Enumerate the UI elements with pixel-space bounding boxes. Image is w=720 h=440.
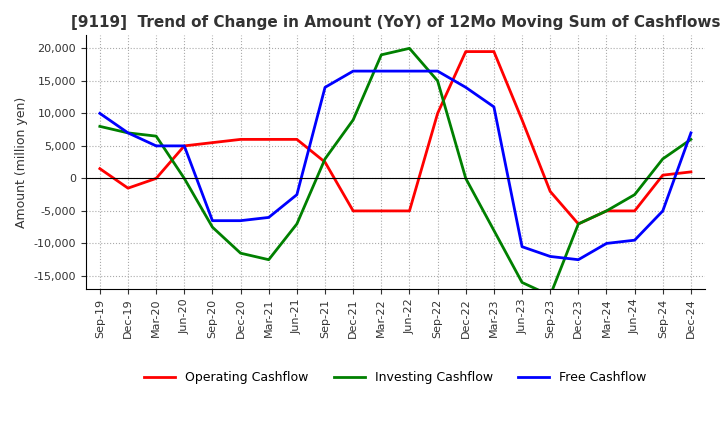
Investing Cashflow <box>462 176 470 181</box>
Free Cashflow <box>546 254 554 259</box>
Operating Cashflow <box>152 176 161 181</box>
Investing Cashflow <box>518 280 526 285</box>
Investing Cashflow <box>574 221 582 227</box>
Free Cashflow <box>659 208 667 213</box>
Free Cashflow <box>180 143 189 149</box>
Investing Cashflow <box>687 137 696 142</box>
Operating Cashflow <box>124 186 132 191</box>
Free Cashflow <box>630 238 639 243</box>
Investing Cashflow <box>236 250 245 256</box>
Free Cashflow <box>687 130 696 136</box>
Free Cashflow <box>236 218 245 224</box>
Operating Cashflow <box>462 49 470 54</box>
Free Cashflow <box>377 69 386 74</box>
Free Cashflow <box>405 69 414 74</box>
Operating Cashflow <box>208 140 217 145</box>
Operating Cashflow <box>320 160 329 165</box>
Free Cashflow <box>208 218 217 224</box>
Investing Cashflow <box>659 156 667 161</box>
Operating Cashflow <box>546 189 554 194</box>
Free Cashflow <box>490 104 498 110</box>
Operating Cashflow <box>349 208 358 213</box>
Investing Cashflow <box>490 228 498 233</box>
Operating Cashflow <box>236 137 245 142</box>
Free Cashflow <box>602 241 611 246</box>
Line: Free Cashflow: Free Cashflow <box>100 71 691 260</box>
Investing Cashflow <box>96 124 104 129</box>
Line: Operating Cashflow: Operating Cashflow <box>100 51 691 224</box>
Free Cashflow <box>320 85 329 90</box>
Investing Cashflow <box>602 208 611 213</box>
Investing Cashflow <box>546 293 554 298</box>
Investing Cashflow <box>433 78 442 84</box>
Operating Cashflow <box>630 208 639 213</box>
Operating Cashflow <box>405 208 414 213</box>
Free Cashflow <box>264 215 273 220</box>
Title: [9119]  Trend of Change in Amount (YoY) of 12Mo Moving Sum of Cashflows: [9119] Trend of Change in Amount (YoY) o… <box>71 15 720 30</box>
Investing Cashflow <box>320 156 329 161</box>
Free Cashflow <box>518 244 526 249</box>
Free Cashflow <box>96 111 104 116</box>
Free Cashflow <box>574 257 582 262</box>
Operating Cashflow <box>377 208 386 213</box>
Investing Cashflow <box>349 117 358 122</box>
Free Cashflow <box>462 85 470 90</box>
Investing Cashflow <box>377 52 386 58</box>
Investing Cashflow <box>292 221 301 227</box>
Free Cashflow <box>433 69 442 74</box>
Operating Cashflow <box>96 166 104 171</box>
Free Cashflow <box>349 69 358 74</box>
Operating Cashflow <box>490 49 498 54</box>
Investing Cashflow <box>152 133 161 139</box>
Operating Cashflow <box>687 169 696 175</box>
Operating Cashflow <box>433 111 442 116</box>
Operating Cashflow <box>518 117 526 122</box>
Operating Cashflow <box>264 137 273 142</box>
Free Cashflow <box>124 130 132 136</box>
Investing Cashflow <box>180 176 189 181</box>
Operating Cashflow <box>602 208 611 213</box>
Free Cashflow <box>152 143 161 149</box>
Operating Cashflow <box>574 221 582 227</box>
Operating Cashflow <box>180 143 189 149</box>
Investing Cashflow <box>405 46 414 51</box>
Line: Investing Cashflow: Investing Cashflow <box>100 48 691 295</box>
Y-axis label: Amount (million yen): Amount (million yen) <box>15 96 28 228</box>
Investing Cashflow <box>264 257 273 262</box>
Operating Cashflow <box>659 172 667 178</box>
Investing Cashflow <box>208 224 217 230</box>
Legend: Operating Cashflow, Investing Cashflow, Free Cashflow: Operating Cashflow, Investing Cashflow, … <box>139 366 652 389</box>
Free Cashflow <box>292 192 301 197</box>
Investing Cashflow <box>630 192 639 197</box>
Investing Cashflow <box>124 130 132 136</box>
Operating Cashflow <box>292 137 301 142</box>
